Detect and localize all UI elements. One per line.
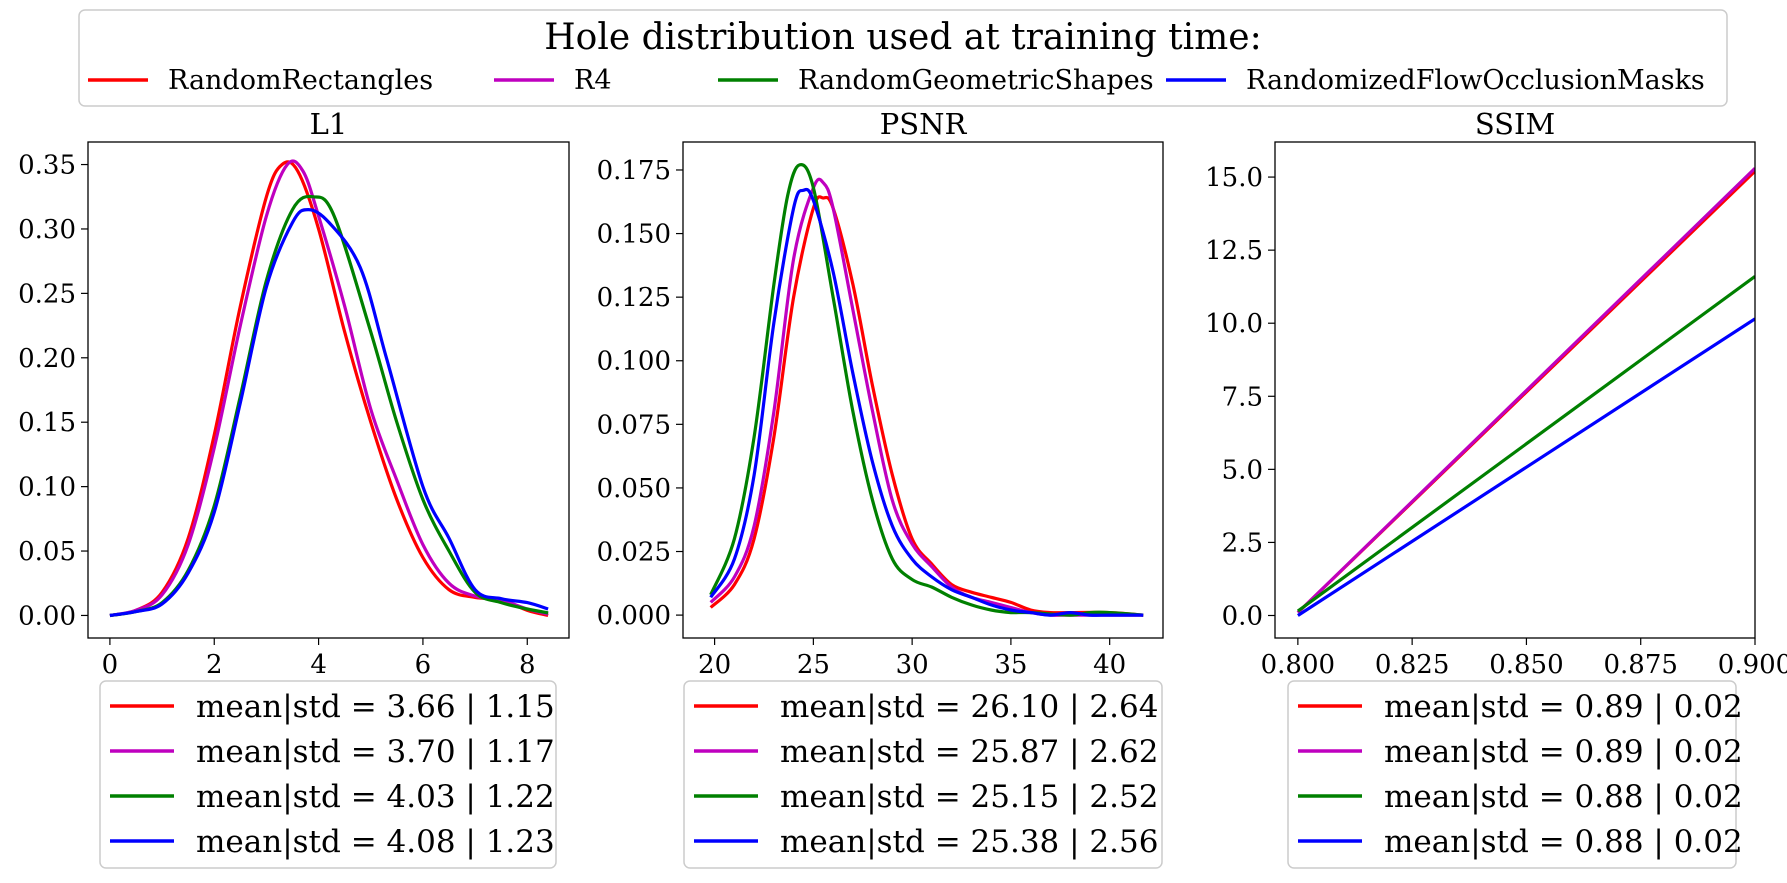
y-tick-label: 0.025 (597, 538, 671, 568)
y-tick-label: 0.30 (18, 215, 76, 245)
stats-label: mean|std = 25.38 | 2.56 (780, 824, 1158, 860)
y-tick-label: 10.0 (1205, 309, 1263, 339)
chart-title: SSIM (1475, 107, 1555, 141)
series-line-R4 (1296, 167, 1755, 614)
stats-label: mean|std = 0.88 | 0.02 (1384, 824, 1743, 860)
y-tick-label: 0.075 (597, 410, 671, 440)
chart-panel-psnr: PSNR 20 25 30 35 40 0.000 0.025 0.050 0.075 0.100 0… (597, 107, 1164, 869)
y-tick-label: 0.175 (597, 156, 671, 186)
series-line-RandomRectangles (709, 195, 1144, 617)
x-tick-label: 25 (797, 650, 830, 680)
y-tick-label: 2.5 (1222, 528, 1263, 558)
series-line-R4 (709, 177, 1144, 617)
legend-label: RandomGeometricShapes (798, 65, 1154, 96)
chart-title: L1 (310, 107, 348, 141)
series-line-RandomRectangles (109, 160, 549, 618)
stats-label: mean|std = 25.15 | 2.52 (780, 779, 1158, 815)
x-tick-label: 0.875 (1603, 650, 1677, 680)
x-tick-label: 20 (698, 650, 731, 680)
stats-legend-frame (99, 680, 557, 869)
y-tick-label: 7.5 (1222, 382, 1263, 412)
y-tick-label: 0.00 (18, 601, 76, 631)
x-tick-label: 35 (994, 650, 1027, 680)
axes-frame (682, 141, 1164, 639)
stats-legend-frame (683, 680, 1163, 869)
chart-panel-ssim: SSIM 0.800 0.825 0.850 0.875 0.900 0.0 2.5 5.0 7.… (1205, 107, 1787, 869)
stats-label: mean|std = 4.08 | 1.23 (196, 824, 555, 860)
stats-legend-frame (1287, 680, 1737, 869)
x-tick-label: 6 (415, 650, 432, 680)
plot-lines (109, 159, 549, 618)
y-tick-label: 0.20 (18, 344, 76, 374)
y-tick-label: 5.0 (1222, 455, 1263, 485)
stats-legend: mean|std = 26.10 | 2.64 mean|std = 25.87 … (683, 680, 1163, 869)
figure-legend-frame (78, 9, 1728, 107)
y-tick-label: 0.050 (597, 474, 671, 504)
legend-label: R4 (574, 65, 612, 96)
y-tick-label: 0.10 (18, 473, 76, 503)
y-tick-label: 15.0 (1205, 163, 1263, 193)
stats-label: mean|std = 0.89 | 0.02 (1384, 734, 1743, 770)
x-tick-label: 0.850 (1489, 650, 1563, 680)
series-line-RandomizedFlowOcclusionMasks (109, 208, 549, 618)
y-tick-label: 0.000 (597, 601, 671, 631)
x-tick-label: 0.825 (1375, 650, 1449, 680)
series-line-RandomizedFlowOcclusionMasks (709, 187, 1144, 617)
x-tick-label: 2 (206, 650, 223, 680)
series-line-R4 (109, 159, 549, 618)
stats-label: mean|std = 0.88 | 0.02 (1384, 779, 1743, 815)
stats-label: mean|std = 4.03 | 1.22 (196, 779, 555, 815)
x-tick-label: 30 (896, 650, 929, 680)
stats-label: mean|std = 3.70 | 1.17 (196, 734, 555, 770)
plot-lines (1296, 167, 1755, 617)
y-tick-label: 0.25 (18, 279, 76, 309)
y-tick-label: 0.15 (18, 408, 76, 438)
x-tick-label: 4 (310, 650, 327, 680)
figure-title: Hole distribution used at training time: (544, 17, 1261, 58)
x-tick-label: 40 (1093, 650, 1126, 680)
series-line-RandomGeometricShapes (109, 194, 549, 618)
axes-frame (1274, 141, 1756, 639)
stats-label: mean|std = 3.66 | 1.15 (196, 689, 555, 725)
y-tick-label: 0.150 (597, 220, 671, 250)
series-line-RandomizedFlowOcclusionMasks (1297, 317, 1755, 617)
stats-label: mean|std = 26.10 | 2.64 (780, 689, 1158, 725)
y-tick-label: 0.35 (18, 151, 76, 181)
stats-legend: mean|std = 0.89 | 0.02 mean|std = 0.89 | … (1287, 680, 1743, 869)
y-tick-label: 0.0 (1222, 601, 1263, 631)
stats-label: mean|std = 25.87 | 2.62 (780, 734, 1158, 770)
x-tick-label: 0.900 (1718, 650, 1787, 680)
x-tick-label: 8 (519, 650, 536, 680)
stats-label: mean|std = 0.89 | 0.02 (1384, 689, 1743, 725)
figure-legend: Hole distribution used at training time:… (78, 9, 1728, 107)
x-tick-label: 0.800 (1261, 650, 1335, 680)
axes-frame (87, 141, 570, 639)
y-tick-label: 12.5 (1205, 236, 1263, 266)
y-tick-label: 0.05 (18, 537, 76, 567)
legend-label: RandomRectangles (168, 65, 433, 96)
x-tick-label: 0 (102, 650, 119, 680)
plot-lines (709, 163, 1144, 617)
chart-panel-l1: L1 0 2 4 6 8 0.00 0.05 0.10 0.15 0.20 0.25 0.30 0.35 m… (18, 107, 570, 869)
chart-title: PSNR (880, 107, 968, 141)
y-tick-label: 0.100 (597, 347, 671, 377)
legend-label: RandomizedFlowOcclusionMasks (1246, 65, 1705, 96)
series-line-RandomGeometricShapes (1296, 275, 1755, 613)
y-tick-label: 0.125 (597, 283, 671, 313)
stats-legend: mean|std = 3.66 | 1.15 mean|std = 3.70 | … (99, 680, 557, 869)
